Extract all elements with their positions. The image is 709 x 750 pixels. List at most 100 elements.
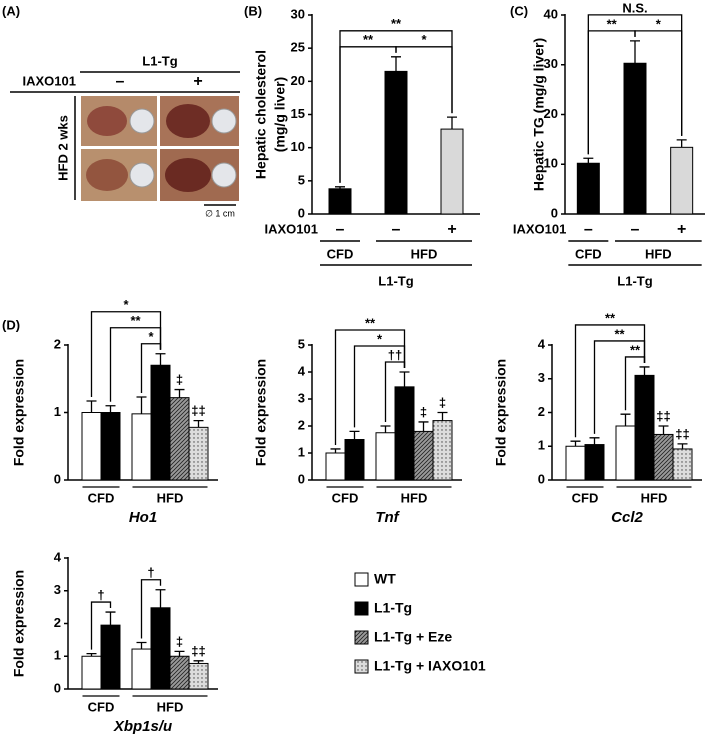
y-tick-label: 1: [298, 444, 305, 459]
significance-bracket: [353, 345, 406, 428]
bar: [394, 386, 415, 481]
y-axis-label: Fold expression: [11, 570, 27, 677]
significance-label: *: [123, 297, 129, 312]
y-tick-label: 4: [298, 363, 306, 378]
significance-label: *: [656, 16, 662, 31]
error-bar: [86, 652, 97, 657]
error-bar: [589, 437, 600, 445]
condition-label: IAXO101: [513, 221, 566, 236]
significance-label: ‡‡: [191, 643, 205, 658]
bar: [653, 433, 674, 481]
coin: [129, 162, 155, 188]
y-tick-label: 2: [54, 615, 61, 630]
y-tick-label: 2: [538, 404, 545, 419]
y-tick-label: 3: [54, 582, 61, 597]
group-label: CFD: [327, 246, 354, 261]
condition-sign: –: [336, 221, 345, 238]
bar: [432, 420, 453, 481]
error-bar: [155, 589, 166, 608]
panel-label: (D): [2, 317, 20, 332]
error-bar: [620, 413, 631, 426]
significance-label: **: [607, 16, 618, 31]
bar: [440, 128, 464, 215]
x-tick-label: CFD: [572, 490, 599, 505]
y-tick-label: 1: [54, 404, 61, 419]
bar: [576, 162, 600, 215]
significance-label: *: [148, 329, 154, 344]
bar: [81, 655, 102, 690]
liver: [87, 106, 127, 136]
significance-label: N.S.: [622, 0, 647, 15]
bar: [150, 607, 171, 690]
y-tick-label: 5: [298, 172, 305, 187]
significance-label: **: [614, 326, 625, 341]
significance-label: ‡: [420, 404, 427, 419]
x-axis-label: Xbp1s/u: [113, 718, 172, 735]
bar: [188, 426, 209, 481]
error-bar: [418, 421, 429, 432]
x-tick-label: HFD: [641, 490, 668, 505]
panel-a: (A) L1-Tg IAXO101 – + HFD 2 wks ∅ 1 cm: [2, 3, 240, 218]
significance-bracket: [384, 361, 406, 422]
x-tick-label: CFD: [88, 490, 115, 505]
y-axis-label: Hepatic cholesterol: [253, 50, 269, 179]
bar: [328, 188, 352, 215]
significance-bracket: [634, 30, 683, 136]
y-axis-label: Fold expression: [11, 359, 27, 466]
bar: [413, 430, 434, 481]
error-bar: [630, 40, 640, 64]
significance-bracket: [90, 601, 112, 650]
legend-swatch: [354, 572, 369, 587]
bar: [584, 444, 605, 481]
error-bar: [136, 641, 147, 650]
error-bar: [437, 411, 448, 421]
y-tick-label: 20: [544, 106, 558, 121]
y-tick-label: 30: [291, 6, 305, 21]
bar: [131, 648, 152, 690]
error-bar: [174, 650, 185, 657]
significance-bracket: [90, 311, 162, 398]
error-bar: [380, 425, 391, 433]
bar: [150, 364, 171, 481]
coin: [129, 108, 155, 134]
panel-label: (B): [244, 3, 262, 18]
significance-label: **: [363, 32, 374, 47]
group-label: CFD: [575, 246, 602, 261]
error-bar: [677, 443, 688, 449]
y-tick-label: 1: [538, 438, 545, 453]
error-bar: [86, 400, 97, 413]
y-tick-label: 0: [54, 680, 61, 695]
legend-label: L1-Tg: [374, 600, 412, 616]
bar: [169, 397, 190, 481]
legend-swatch: [354, 601, 369, 616]
error-bar: [391, 56, 401, 72]
y-tick-label: 10: [544, 156, 558, 171]
liver: [86, 159, 128, 191]
error-bar: [335, 186, 345, 189]
y-tick-label: 25: [291, 40, 305, 55]
error-bar: [658, 425, 669, 435]
significance-bracket: [140, 579, 162, 639]
liver: [165, 158, 211, 192]
condition-sign: +: [447, 221, 456, 238]
bar: [131, 413, 152, 481]
group-label: HFD: [645, 246, 672, 261]
y-tick-label: 3: [538, 370, 545, 385]
error-bar: [105, 611, 116, 626]
legend-swatch: [354, 630, 369, 645]
y-tick-label: 5: [298, 336, 305, 351]
condition-label: IAXO101: [265, 221, 318, 236]
bar: [375, 432, 396, 481]
significance-label: **: [605, 310, 616, 325]
condition-label: IAXO101: [23, 73, 76, 88]
significance-label: **: [365, 315, 376, 330]
scale-label: ∅ 1 cm: [205, 208, 235, 218]
legend-swatch: [354, 659, 369, 674]
condition-sign: –: [116, 73, 125, 90]
bar: [325, 452, 346, 481]
x-tick-label: CFD: [332, 490, 359, 505]
legend-label: WT: [374, 571, 396, 587]
bar: [623, 62, 647, 215]
significance-label: ‡: [439, 395, 446, 410]
